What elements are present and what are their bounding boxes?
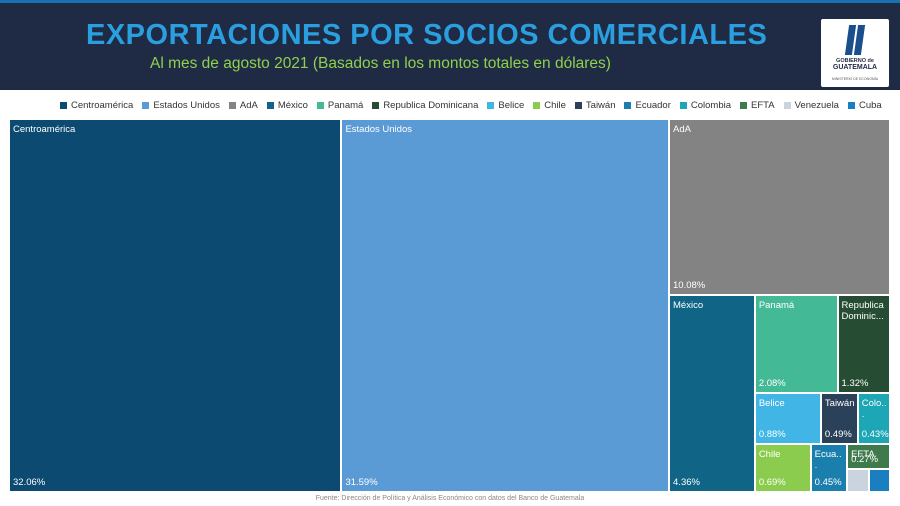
chart-subtitle: Al mes de agosto 2021 (Basados en los mo… [150,55,611,72]
treemap-tile-centroamerica[interactable]: Centroamérica 32.06% [10,120,341,491]
legend-swatch [487,101,495,109]
legend-label: Venezuela [794,99,839,111]
tile-value-label: 4.36% [673,476,700,488]
treemap-tile-cuba[interactable] [869,469,889,491]
tile-label: Republica Dominic... [841,300,884,323]
legend-swatch [533,101,541,109]
legend-label: EFTA [751,99,775,111]
treemap-tile-colombia[interactable]: Colo... 0.43% [858,393,889,444]
legend-label: Cuba [858,99,882,111]
legend-label: Chile [544,99,566,111]
treemap-tile-ada[interactable]: AdA 10.08% [670,120,889,295]
legend-entry-ada[interactable]: AdA [228,99,258,111]
legend-swatch [624,101,632,109]
legend-entry-ecuador[interactable]: Ecuador [624,99,671,111]
treemap-tile-republica-dominicana[interactable]: Republica Dominic... 1.32% [838,296,889,392]
legend-entry-colombia[interactable]: Colombia [679,99,732,111]
tile-value-label: 31.59% [345,477,378,488]
legend-swatch [574,101,582,109]
legend-label: Republica Dominicana [383,99,479,111]
treemap-tile-chile[interactable]: Chile 0.69% [755,445,810,491]
treemap-chart: Centroamérica 32.06% Estados Unidos 31.59% A… [10,120,891,493]
legend-entry-cuba[interactable]: Cuba [847,99,882,111]
legend-swatch [266,101,274,109]
logo-line-2: GUATEMALA [832,64,878,71]
guatemala-logo-icon [844,25,866,55]
tile-value-label: 0.69% [758,476,786,488]
tile-value-label: 0.45% [814,476,842,488]
tile-label: EFTA [851,449,875,461]
legend-entry-estados-unidos[interactable]: Estados Unidos [142,100,220,111]
treemap-tile-mexico[interactable]: México 4.36% [670,296,754,491]
chart-title: EXPORTACIONES POR SOCIOS COMERCIALES [86,19,768,51]
treemap-tile-venezuela[interactable] [848,469,868,491]
tile-value-label: 0.88% [758,429,786,441]
legend-swatch [679,101,687,109]
chart-legend: Centroamérica Estados Unidos AdA México Pana… [60,98,900,112]
legend-entry-republica-dominicana[interactable]: Republica Dominicana [372,100,478,111]
tile-value-label: 0.43% [861,429,889,441]
tile-value-label: 10.08% [673,280,706,292]
tile-value-label: 32.06% [13,477,46,488]
tile-label: México [673,300,704,312]
treemap-tile-ecuador[interactable]: Ecua... 0.45% [811,445,847,491]
legend-label: Panamá [327,99,364,111]
legend-entry-panama[interactable]: Panamá [316,99,364,111]
treemap-tile-efta[interactable]: EFTA 0.27% [848,445,889,468]
legend-swatch [316,101,324,109]
legend-entry-centroamerica[interactable]: Centroamérica [60,100,133,111]
tile-label: Estados Unidos [345,124,412,135]
legend-label: Taiwán [585,99,616,111]
legend-entry-taiwan[interactable]: Taiwán [574,99,616,111]
legend-entry-efta[interactable]: EFTA [740,100,775,111]
treemap-tile-belice[interactable]: Belice 0.88% [755,393,820,444]
legend-entry-venezuela[interactable]: Venezuela [783,99,839,111]
legend-swatch [783,101,791,109]
source-note: Fuente: Dirección de Política y Análisis… [315,495,585,502]
tile-label: Centroamérica [13,124,76,135]
legend-swatch [740,101,748,109]
legend-swatch [228,101,236,109]
treemap-tile-estados-unidos[interactable]: Estados Unidos 31.59% [342,120,668,491]
tile-label: Chile [758,449,781,461]
legend-label: Colombia [690,99,732,111]
tile-value-label: 0.27% [851,453,879,465]
government-logo: GOBIERNO de GUATEMALA MINISTERIO DE ECON… [821,19,889,87]
tile-label: Taiwán [824,397,855,409]
legend-swatch [372,101,380,109]
header-banner: EXPORTACIONES POR SOCIOS COMERCIALES Al … [0,0,900,90]
legend-label: AdA [239,99,258,111]
tile-value-label: 0.49% [824,429,852,441]
legend-label: Centroamérica [71,99,134,111]
tile-value-label: 1.32% [841,377,869,389]
legend-label: Belice [498,99,525,111]
treemap-tile-panama[interactable]: Panamá 2.08% [755,296,837,392]
legend-entry-chile[interactable]: Chile [533,100,566,111]
tile-value-label: 2.08% [758,377,786,389]
legend-swatch [60,101,67,109]
tile-label: AdA [673,124,691,135]
tile-label: Panamá [758,300,795,312]
legend-label: Ecuador [635,99,671,111]
tile-label: Colo... [861,397,887,420]
logo-line-1: GOBIERNO de [836,58,874,64]
logo-line-3: MINISTERIO DE ECONOMÍA [831,77,879,81]
legend-entry-mexico[interactable]: México [266,99,308,111]
legend-label: Estados Unidos [153,99,220,111]
tile-label: Belice [758,397,785,409]
treemap-tile-taiwan[interactable]: Taiwán 0.49% [821,393,857,444]
legend-swatch [847,101,855,109]
legend-label: México [277,99,308,111]
legend-entry-belice[interactable]: Belice [487,100,524,111]
tile-label: Ecua... [814,449,842,472]
legend-swatch [142,101,150,109]
